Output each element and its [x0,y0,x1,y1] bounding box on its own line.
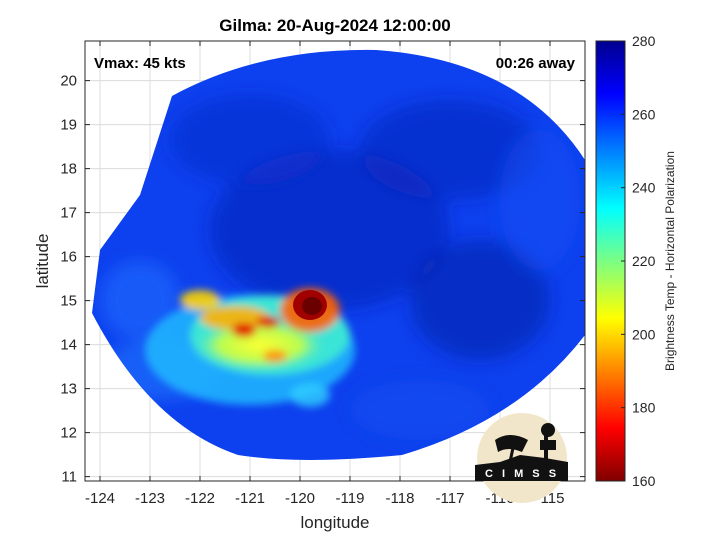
y-tick-label: 14 [60,337,77,354]
x-axis-label: longitude [300,513,369,532]
axes-frame [84,40,586,482]
y-tick-label: 13 [60,381,77,398]
x-tick-label: -124 [85,490,115,507]
y-axis-label: latitude [33,234,52,289]
cimss-logo: C I M S S [475,413,568,503]
colorbar [595,40,626,482]
colorbar-tick-label: 220 [632,253,656,269]
x-tick-label: -122 [185,490,215,507]
chart-title: Gilma: 20-Aug-2024 12:00:00 [219,16,451,35]
microwave-swath [92,49,585,460]
colorbar-ticks: 160 180 200 220 240 260 280 [621,33,656,489]
y-tick-label: 17 [60,205,77,222]
x-tick-label: -117 [436,490,465,507]
y-tick-label: 12 [60,425,77,442]
colorbar-tick-label: 280 [632,33,656,49]
cimss-logo-text: C I M S S [485,468,559,480]
x-tick-label: -121 [235,490,265,507]
y-tick-label: 20 [60,73,77,90]
y-tick-label: 19 [60,117,77,134]
y-tick-label: 15 [60,293,77,310]
colorbar-tick-label: 200 [632,326,656,342]
vmax-annotation: Vmax: 45 kts [94,55,186,72]
y-tick-label: 18 [60,161,77,178]
colorbar-tick-label: 160 [632,473,656,489]
colorbar-tick-label: 260 [632,106,656,122]
colorbar-label: Brightness Temp - Horizontal Polarizatio… [663,151,677,371]
x-tick-label: -119 [336,490,365,507]
y-tick-label: 11 [61,469,77,486]
time-away-annotation: 00:26 away [496,55,576,72]
x-tick-label: -118 [386,490,415,507]
colorbar-tick-label: 180 [632,400,656,416]
x-tick-label: -120 [285,490,315,507]
y-axis-ticks: 11 12 13 14 15 16 17 18 19 20 [60,73,585,486]
y-tick-label: 16 [60,249,77,266]
x-tick-label: -123 [135,490,165,507]
colorbar-tick-label: 240 [632,180,656,196]
